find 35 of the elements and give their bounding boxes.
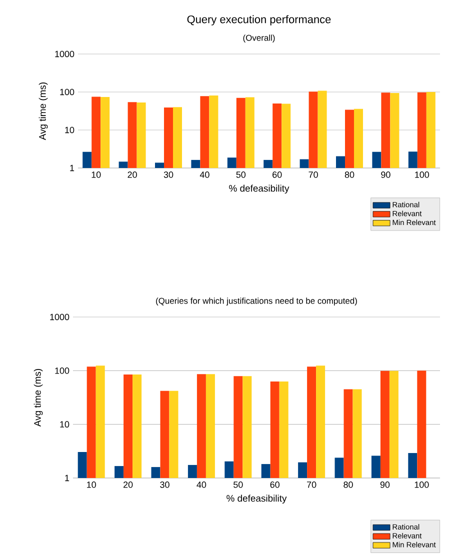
x-tick-label: 20: [124, 482, 133, 488]
y-axis-title: Avg time (ms): [38, 82, 48, 140]
chart-subtitle: (Overall): [243, 34, 275, 42]
x-tick-label: 100: [414, 482, 429, 488]
x-tick-label: 100: [415, 172, 430, 178]
y-tick-label: 1: [70, 164, 74, 172]
y-tick-label: 1000: [55, 50, 74, 58]
y-tick-label: 10: [60, 421, 70, 428]
x-tick-label: 50: [236, 172, 246, 178]
x-tick-label: 70: [308, 172, 318, 178]
x-tick-label: 40: [196, 482, 206, 488]
x-tick-label: 80: [344, 482, 353, 488]
x-tick-label: 50: [234, 482, 243, 488]
x-tick-label: 70: [307, 482, 316, 488]
y-axis-title: Avg time (ms): [34, 369, 43, 427]
x-axis-title: % defeasibility: [226, 494, 287, 504]
chart-title: Query execution performance: [187, 15, 331, 26]
y-tick-label: 100: [60, 88, 74, 96]
y-tick-label: 1000: [50, 314, 70, 320]
x-tick-label: 10: [92, 172, 101, 178]
x-tick-label: 90: [381, 172, 390, 178]
x-tick-label: 60: [272, 172, 282, 178]
y-tick-label: 1: [65, 474, 70, 482]
x-tick-label: 80: [344, 172, 354, 178]
x-tick-label: 20: [128, 172, 137, 178]
x-tick-label: 30: [160, 482, 170, 488]
x-tick-label: 30: [164, 172, 174, 178]
x-tick-label: 40: [200, 172, 210, 178]
y-tick-label: 100: [55, 367, 70, 374]
chart-subtitle: (Queries for which justifications need to be computed): [156, 298, 357, 306]
x-tick-label: 60: [270, 482, 280, 488]
x-tick-label: 90: [380, 482, 390, 488]
y-tick-label: 10: [65, 126, 74, 134]
x-axis-title: % defeasibility: [229, 184, 290, 194]
x-tick-label: 10: [87, 482, 96, 488]
